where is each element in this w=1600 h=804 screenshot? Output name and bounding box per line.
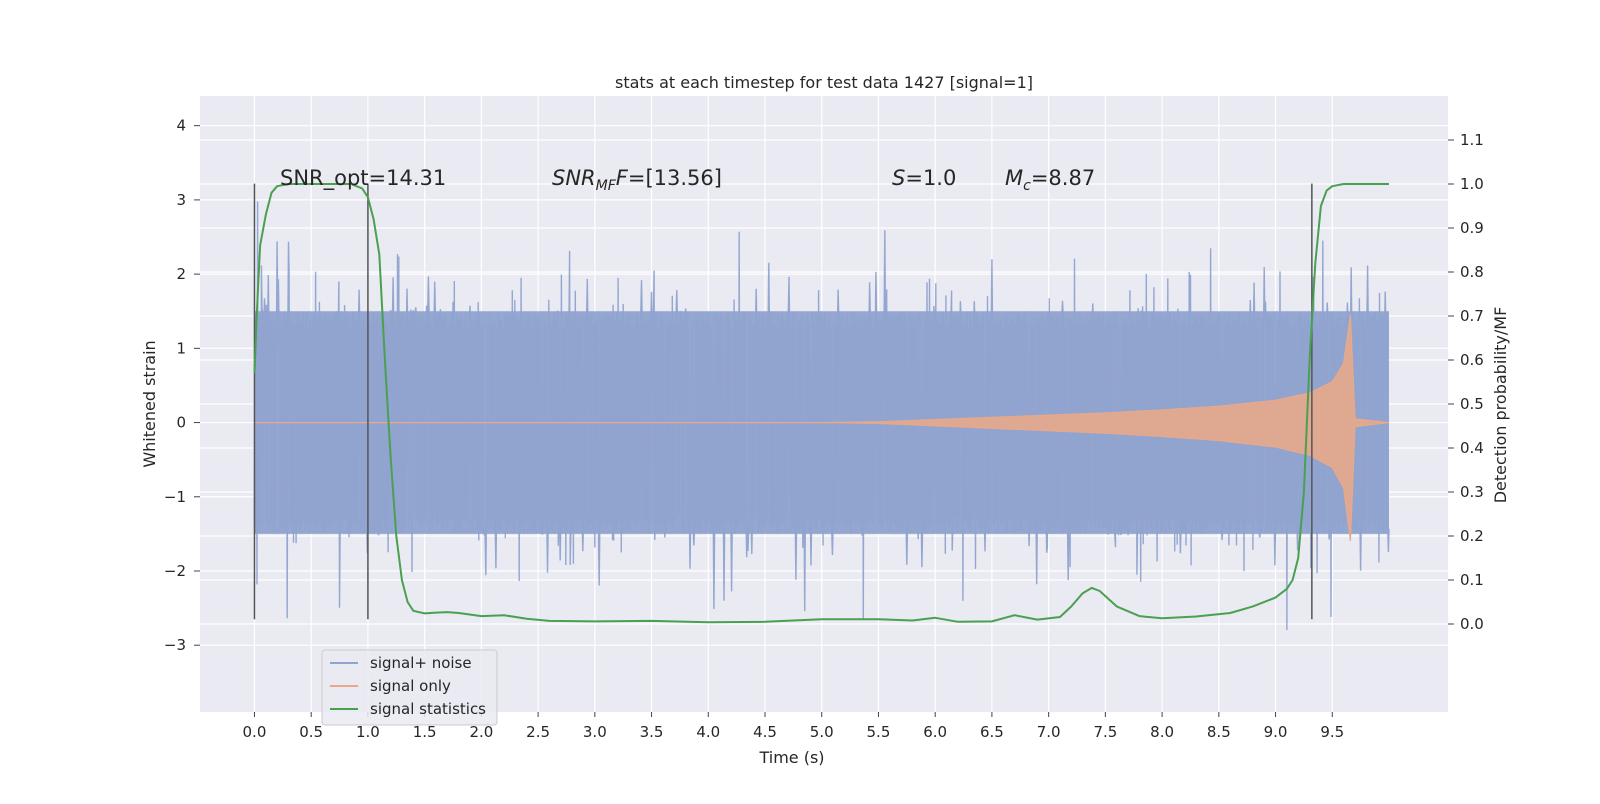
annotation-s-main: S bbox=[892, 166, 905, 190]
annotation-snr-mf: SNRMFF=[13.56] bbox=[552, 166, 722, 194]
x-tick-label: 0.5 bbox=[299, 723, 323, 741]
x-tick-label: 6.0 bbox=[923, 723, 947, 741]
x-tick-label: 5.0 bbox=[810, 723, 834, 741]
x-tick-label: 7.5 bbox=[1093, 723, 1117, 741]
x-tick-label: 9.5 bbox=[1320, 723, 1344, 741]
y-tick-label: −1 bbox=[164, 488, 186, 506]
x-tick-label: 9.0 bbox=[1264, 723, 1288, 741]
x-tick-label: 1.5 bbox=[413, 723, 437, 741]
y-tick-label: −3 bbox=[164, 636, 186, 654]
y-tick-label: 4 bbox=[176, 117, 186, 135]
annotation-mc-value: =8.87 bbox=[1031, 166, 1095, 190]
x-tick-label: 6.5 bbox=[980, 723, 1004, 741]
annotation-snr-mf-f: F bbox=[616, 166, 629, 190]
y-axis-label: Whitened strain bbox=[140, 340, 159, 467]
y2-tick-label: 1.0 bbox=[1460, 175, 1484, 193]
x-tick-label: 4.0 bbox=[696, 723, 720, 741]
ticks: 0.0 0.5 1.0 1.5 2.0 2.5 3.0 3.5 4.0 4.5 5.0 5.5 6.0 6… bbox=[164, 117, 1484, 741]
y2-tick-label: 1.1 bbox=[1460, 131, 1484, 149]
x-tick-label: 8.0 bbox=[1150, 723, 1174, 741]
x-tick-label: 7.0 bbox=[1037, 723, 1061, 741]
vertical-markers bbox=[253, 183, 1313, 620]
y-tick-label: 1 bbox=[176, 339, 186, 357]
annotation-mc-main: M bbox=[1005, 166, 1023, 190]
x-tick-label: 2.5 bbox=[526, 723, 550, 741]
y2-tick-label: 0.3 bbox=[1460, 483, 1484, 501]
y2-tick-label: 0.8 bbox=[1460, 263, 1484, 281]
series-signal-only bbox=[254, 314, 1390, 541]
annotation-s-value: =1.0 bbox=[905, 166, 956, 190]
y2-tick-label: 0.1 bbox=[1460, 571, 1484, 589]
y-tick-label: 2 bbox=[176, 265, 186, 283]
y2-tick-label: 0.9 bbox=[1460, 219, 1484, 237]
annotation-snr-mf-sub: MF bbox=[596, 178, 617, 194]
x-tick-label: 8.5 bbox=[1207, 723, 1231, 741]
data-layer bbox=[253, 201, 1390, 631]
y2-tick-label: 0.7 bbox=[1460, 307, 1484, 325]
y2-tick-label: 0.5 bbox=[1460, 395, 1484, 413]
annotation-snr-mf-value: =[13.56] bbox=[628, 166, 722, 190]
x-tick-label: 0.0 bbox=[243, 723, 267, 741]
y2-tick-label: 0.2 bbox=[1460, 527, 1484, 545]
x-tick-label: 4.5 bbox=[753, 723, 777, 741]
chart-title: stats at each timestep for test data 142… bbox=[615, 73, 1033, 92]
y-tick-label: 3 bbox=[176, 191, 186, 209]
legend-box bbox=[321, 649, 498, 726]
x-tick-label: 1.0 bbox=[356, 723, 380, 741]
y2-tick-label: 0.6 bbox=[1460, 351, 1484, 369]
annotation-mc: Mc=8.87 bbox=[1005, 166, 1095, 194]
annotation-s: S=1.0 bbox=[892, 166, 956, 190]
legend-label-signal-noise: signal+ noise bbox=[370, 654, 472, 672]
annotation-mc-sub: c bbox=[1023, 178, 1031, 194]
y2-tick-label: 0.4 bbox=[1460, 439, 1484, 457]
annotation-snr-mf-main: SNR bbox=[552, 166, 596, 190]
series-signal-statistics bbox=[253, 183, 1389, 624]
x-tick-label: 5.5 bbox=[867, 723, 891, 741]
legend-label-signal-statistics: signal statistics bbox=[370, 700, 486, 718]
x-axis-label: Time (s) bbox=[758, 748, 824, 767]
legend: signal+ noise signal only signal statist… bbox=[321, 649, 498, 726]
x-tick-label: 3.5 bbox=[640, 723, 664, 741]
y2-axis-label: Detection probability/MF bbox=[1491, 307, 1510, 504]
annotation-snr-opt: SNR_opt=14.31 bbox=[280, 166, 446, 191]
legend-label-signal-only: signal only bbox=[370, 677, 451, 695]
x-tick-label: 3.0 bbox=[583, 723, 607, 741]
y-tick-label: −2 bbox=[164, 562, 186, 580]
statistics-layer bbox=[253, 183, 1389, 624]
y2-tick-label: 0.0 bbox=[1460, 615, 1484, 633]
y-tick-label: 0 bbox=[176, 414, 186, 432]
x-tick-label: 2.0 bbox=[469, 723, 493, 741]
